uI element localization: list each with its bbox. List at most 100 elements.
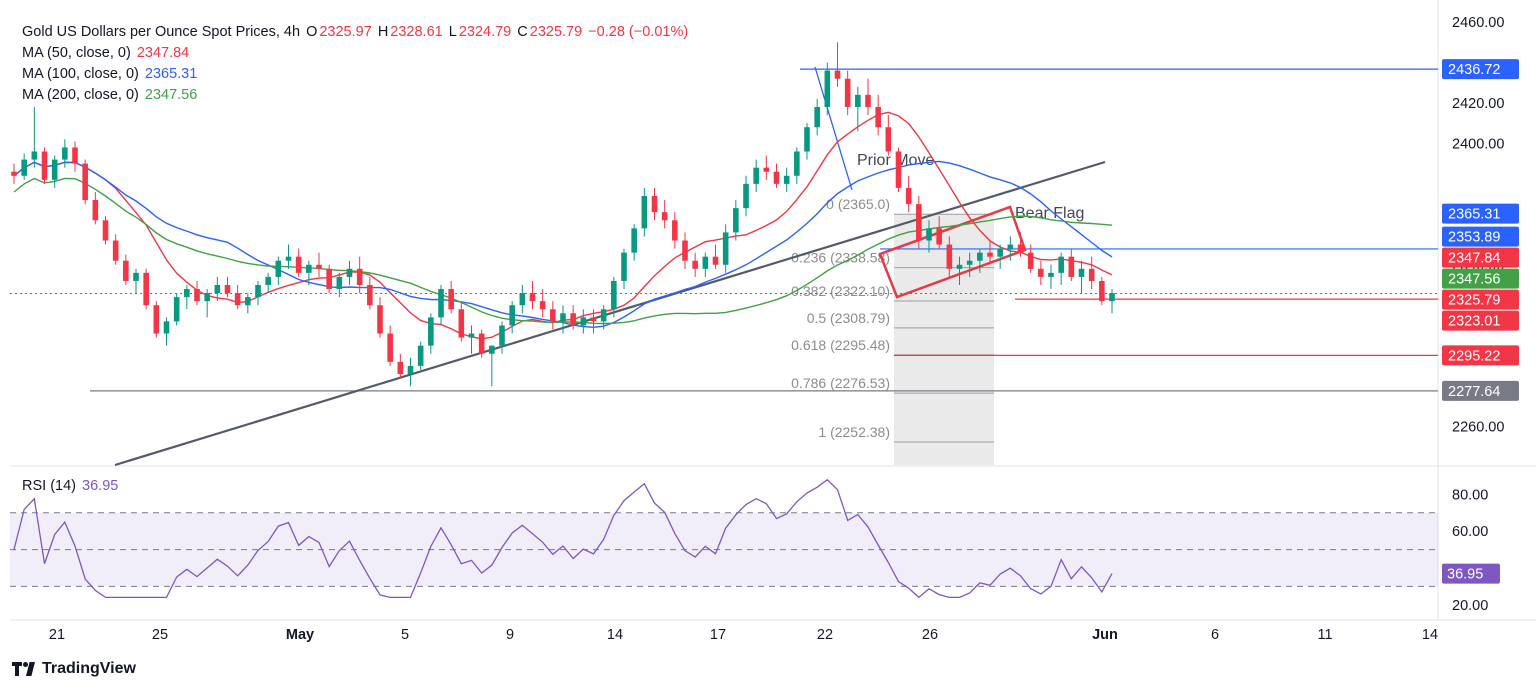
- candle-body: [499, 325, 505, 346]
- candle-body: [692, 260, 698, 269]
- candle-body: [112, 240, 119, 261]
- candle-body: [834, 70, 841, 79]
- candle-body: [733, 208, 739, 233]
- time-label: 26: [922, 627, 938, 643]
- rsi-badge-text: 36.95: [1447, 567, 1483, 583]
- time-label: Jun: [1092, 627, 1118, 643]
- time-label: 6: [1211, 627, 1219, 643]
- candle-body: [1007, 244, 1014, 249]
- candle-body: [895, 151, 902, 188]
- candle-body: [1109, 293, 1115, 302]
- candle-body: [367, 285, 373, 306]
- time-label: 17: [710, 627, 726, 643]
- fib-label-0: 0 (2365.0): [826, 196, 890, 212]
- candle-body: [92, 200, 99, 221]
- candle-body: [539, 301, 546, 310]
- candle-body: [722, 232, 729, 265]
- candle-body: [1038, 268, 1044, 277]
- candle-body: [956, 264, 963, 269]
- candle-body: [21, 159, 27, 176]
- candle-body: [855, 94, 861, 107]
- candle-body: [794, 151, 800, 176]
- price-badge: [1442, 289, 1519, 310]
- candle-body: [702, 256, 709, 269]
- candle-body: [763, 167, 770, 172]
- candle-body: [407, 365, 414, 374]
- candle-body: [478, 333, 485, 354]
- tradingview-logo[interactable]: TradingView: [12, 660, 136, 678]
- candle-body: [753, 167, 759, 184]
- candle-body: [712, 256, 719, 265]
- candle-body: [265, 276, 271, 285]
- candle-body: [865, 94, 871, 107]
- candle-body: [590, 317, 597, 322]
- candle-body: [458, 309, 465, 338]
- candle-body: [926, 228, 932, 241]
- candle-body: [875, 107, 881, 128]
- candle-body: [387, 333, 393, 362]
- candle-body: [214, 285, 221, 294]
- close-value: 2325.79: [529, 24, 583, 40]
- high-value: 2328.61: [390, 24, 443, 40]
- candle-body: [1048, 272, 1054, 277]
- candle-body: [31, 151, 38, 160]
- candle-body: [550, 309, 556, 322]
- ma100-legend[interactable]: MA (100, close, 0) 2365.31: [22, 66, 198, 82]
- candle-body: [600, 309, 607, 322]
- rsi-pane: [10, 478, 1438, 599]
- price-badge: [1442, 345, 1519, 366]
- candle-body: [468, 333, 475, 338]
- fib-label-0.236: 0.236 (2338.58): [791, 250, 890, 266]
- candle-body: [987, 252, 993, 257]
- low-value: 2324.79: [458, 24, 512, 40]
- candle-body: [163, 321, 170, 334]
- rsi-value: 36.95: [82, 478, 119, 494]
- bear-flag-channel: [878, 205, 1027, 299]
- price-badge: [1442, 268, 1519, 289]
- time-label: 14: [607, 627, 623, 643]
- candle-body: [1027, 252, 1034, 269]
- ascending-trendline: [114, 160, 1106, 467]
- candle-body: [316, 264, 322, 269]
- candle-body: [783, 175, 790, 184]
- price-tick-2420.00: 2420.00: [1452, 96, 1504, 112]
- candle-body: [651, 196, 658, 213]
- axes: 2460.002420.002400.002340.002260.0080.00…: [49, 15, 1519, 643]
- candle-body: [72, 147, 78, 164]
- candle-body: [885, 127, 892, 152]
- price-badge-text: 2353.89: [1448, 230, 1500, 246]
- candle-body: [143, 272, 149, 306]
- ma200-legend[interactable]: MA (200, close, 0) 2347.56: [22, 87, 198, 103]
- candle-body: [285, 256, 292, 261]
- time-label: 14: [1422, 627, 1438, 643]
- rsi-legend[interactable]: RSI (14) 36.95: [22, 478, 119, 494]
- candle-body: [153, 305, 160, 334]
- candle-body: [1078, 268, 1085, 277]
- candle-body: [570, 313, 576, 326]
- change-value: −0.28 (−0.01%): [588, 24, 689, 40]
- fib-label-0.5: 0.5 (2308.79): [807, 310, 890, 326]
- candle-body: [946, 244, 953, 269]
- candle-body: [51, 159, 58, 180]
- candle-body: [560, 313, 566, 322]
- candle-body: [397, 361, 404, 374]
- ma50-legend[interactable]: MA (50, close, 0) 2347.84: [22, 45, 190, 61]
- price-badge-text: 2323.01: [1448, 314, 1500, 330]
- price-badge-text: 2347.56: [1448, 272, 1500, 288]
- candle-body: [916, 204, 922, 241]
- candle-body: [621, 252, 627, 281]
- candles: [11, 42, 1115, 387]
- price-badge-text: 2325.79: [1448, 293, 1500, 309]
- candle-body: [428, 317, 434, 346]
- candle-body: [936, 228, 942, 245]
- candle-body: [804, 127, 810, 152]
- candle-body: [123, 260, 129, 281]
- price-tick-2400.00: 2400.00: [1452, 136, 1504, 152]
- time-label: 21: [49, 627, 65, 643]
- candle-body: [417, 345, 424, 366]
- candle-body: [580, 317, 587, 326]
- ma50-value: 2347.84: [136, 45, 190, 61]
- candle-body: [326, 268, 332, 290]
